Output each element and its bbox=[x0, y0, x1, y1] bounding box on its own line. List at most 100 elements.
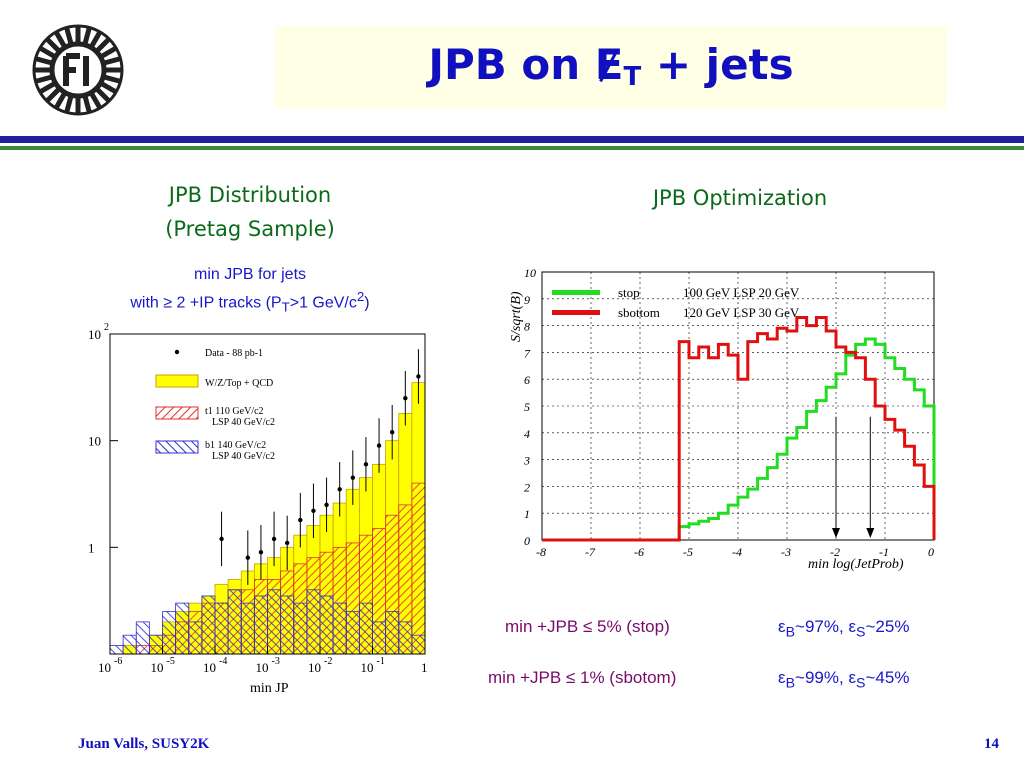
y-tick-label: 0 bbox=[524, 534, 530, 548]
x-tick-label: 10 bbox=[151, 660, 164, 675]
legend-swatch-sbottom bbox=[552, 310, 600, 315]
logo-ring bbox=[32, 24, 124, 116]
left-subheading: min JPB for jets with ≥ 2 +IP tracks (PT… bbox=[130, 266, 370, 315]
logo-spoke bbox=[53, 92, 67, 110]
sbottom-bar bbox=[267, 589, 282, 655]
sbottom-bar bbox=[240, 602, 255, 655]
sbottom-bar bbox=[227, 589, 242, 655]
logo-spoke bbox=[34, 56, 52, 66]
result-cut-1: min +JPB ≤ 5% (stop) bbox=[505, 617, 670, 636]
sbottom-bar bbox=[109, 645, 124, 655]
logo-spoke bbox=[100, 81, 118, 95]
x-tick-exponent: -1 bbox=[377, 656, 385, 667]
x-tick-label: -2 bbox=[830, 545, 840, 559]
x-tick-exponent: -5 bbox=[167, 656, 175, 667]
logo-spoke bbox=[96, 88, 111, 103]
data-point bbox=[376, 443, 382, 448]
logo-spoke bbox=[82, 26, 92, 44]
data-point bbox=[311, 508, 316, 514]
data-point bbox=[350, 475, 356, 480]
logo-spoke bbox=[34, 74, 52, 84]
x-tick-label: 10 bbox=[361, 660, 374, 675]
page-number: 14 bbox=[984, 736, 999, 752]
logo-spoke bbox=[104, 74, 122, 84]
data-point bbox=[324, 502, 329, 508]
x-tick-exponent: -6 bbox=[114, 656, 122, 667]
legend-swatch bbox=[155, 406, 199, 420]
sbottom-bar bbox=[398, 621, 413, 655]
logo-spoke bbox=[45, 88, 60, 103]
x-axis-label: min log(JetProb) bbox=[808, 557, 904, 572]
logo-inner-ring bbox=[49, 41, 107, 99]
legend-label: W/Z/Top + QCD bbox=[205, 378, 273, 389]
legend-label: stop bbox=[618, 285, 640, 300]
y-tick-label: 8 bbox=[524, 320, 530, 334]
legend-label: LSP 40 GeV/c2 bbox=[212, 417, 275, 428]
data-point bbox=[271, 536, 277, 542]
x-tick-label: -1 bbox=[879, 545, 889, 559]
legend-label: LSP 40 GeV/c2 bbox=[212, 451, 275, 462]
header-rule-green bbox=[0, 146, 1024, 150]
sbottom-bar bbox=[162, 611, 177, 655]
data-point bbox=[245, 555, 251, 560]
footer-author: Juan Valls, SUSY2K bbox=[78, 736, 210, 752]
x-tick-label: 10 bbox=[203, 660, 216, 675]
sbottom-bar bbox=[345, 611, 360, 655]
x-tick-label: -7 bbox=[585, 545, 596, 559]
stop-line bbox=[542, 337, 936, 542]
jpb-optimization-chart: -8 -7 -6 -5 -4 -3 -2 -1 0 0 1 2 3 4 5 6 7 8 9 10 min log(Jet… bbox=[509, 266, 936, 572]
data-point bbox=[219, 536, 224, 542]
legend-label: b1 140 GeV/c2 bbox=[205, 440, 266, 451]
sbottom-bar bbox=[201, 595, 216, 655]
x-tick-exponent: -4 bbox=[219, 656, 227, 667]
y-axis-label: S/sqrt(B) bbox=[509, 291, 524, 342]
logo-spoke bbox=[89, 92, 103, 110]
x-tick-label: 10 bbox=[98, 660, 111, 675]
legend-label: Data - 88 pb-1 bbox=[205, 348, 263, 359]
stop-bar bbox=[411, 482, 426, 655]
logo-spoke bbox=[38, 81, 56, 95]
title-banner bbox=[275, 26, 947, 108]
data-point bbox=[258, 550, 264, 555]
header-rule-blue bbox=[0, 136, 1024, 143]
data-point bbox=[284, 540, 290, 546]
right-heading: JPB Optimization bbox=[652, 186, 828, 210]
logo-spoke bbox=[64, 96, 74, 114]
legend-marker bbox=[174, 349, 180, 355]
x-tick-label: -8 bbox=[536, 545, 546, 559]
data-point bbox=[363, 462, 369, 467]
legend-swatch-stop bbox=[552, 290, 600, 295]
sbottom-bar bbox=[358, 602, 373, 655]
x-tick-label: 10 bbox=[308, 660, 321, 675]
sbottom-bar bbox=[280, 595, 295, 655]
result-eff-1: εB~97%, εS~25% bbox=[778, 617, 910, 641]
result-eff-2: εB~99%, εS~45% bbox=[778, 668, 910, 692]
logo-spoke bbox=[38, 45, 56, 59]
x-tick-label: -5 bbox=[683, 545, 693, 559]
logo-spoke bbox=[45, 37, 60, 52]
legend-label: 100 GeV LSP 20 GeV bbox=[683, 285, 800, 300]
slide-title: JPB on ET + jets bbox=[275, 40, 947, 92]
legend-label: 120 GeV LSP 30 GeV bbox=[683, 305, 800, 320]
y-tick-label: 9 bbox=[524, 293, 530, 307]
x-tick-label: -3 bbox=[781, 545, 791, 559]
sbottom-bar bbox=[122, 634, 137, 655]
y-tick-label: 3 bbox=[523, 454, 530, 468]
sbottom-bar bbox=[306, 589, 321, 655]
logo-spoke bbox=[100, 45, 118, 59]
x-tick-label: -4 bbox=[732, 545, 742, 559]
data-point bbox=[416, 374, 421, 379]
logo-spoke bbox=[89, 30, 103, 48]
y-tick-label: 1 bbox=[88, 540, 95, 555]
y-tick-label: 5 bbox=[524, 400, 530, 414]
logo-spoke bbox=[104, 56, 122, 66]
sbottom-bar bbox=[148, 634, 163, 655]
sbottom-line bbox=[542, 316, 936, 542]
sbottom-bar bbox=[319, 595, 334, 655]
y-tick-label: 4 bbox=[524, 427, 530, 441]
y-tick-exponent: 2 bbox=[104, 322, 109, 333]
cut-arrowhead bbox=[832, 528, 840, 538]
y-tick-label: 7 bbox=[524, 346, 531, 360]
sbottom-bar bbox=[372, 621, 387, 655]
